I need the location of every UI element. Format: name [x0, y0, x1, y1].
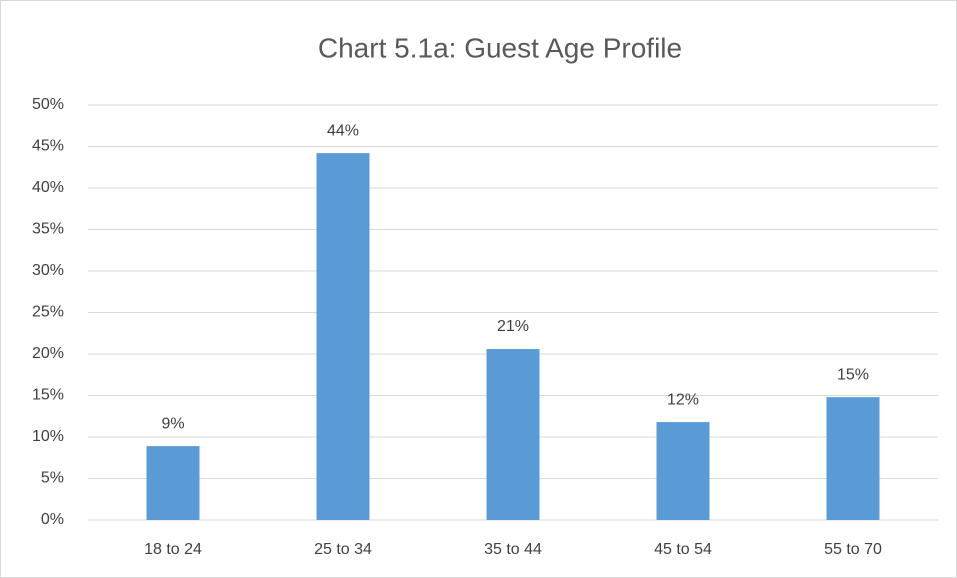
x-tick-label: 35 to 44	[484, 541, 542, 558]
y-tick-label: 10%	[32, 428, 64, 445]
y-tick-label: 45%	[32, 138, 64, 155]
bar	[656, 422, 710, 520]
x-tick-label: 55 to 70	[824, 541, 882, 558]
y-tick-label: 25%	[32, 304, 64, 321]
y-tick-label: 0%	[41, 511, 64, 528]
bar	[486, 349, 540, 520]
bar	[316, 153, 370, 520]
data-label: 9%	[161, 415, 184, 432]
bar	[146, 446, 200, 520]
y-tick-label: 30%	[32, 262, 64, 279]
x-tick-label: 45 to 54	[654, 541, 712, 558]
data-label: 12%	[667, 391, 699, 408]
x-tick-label: 18 to 24	[144, 541, 202, 558]
data-label: 44%	[327, 122, 359, 139]
y-tick-label: 35%	[32, 221, 64, 238]
y-tick-label: 20%	[32, 345, 64, 362]
x-tick-label: 25 to 34	[314, 541, 372, 558]
y-tick-label: 15%	[32, 387, 64, 404]
y-tick-label: 40%	[32, 179, 64, 196]
chart-title: Chart 5.1a: Guest Age Profile	[318, 32, 682, 63]
data-label: 15%	[837, 366, 869, 383]
y-tick-label: 50%	[32, 96, 64, 113]
bar	[826, 397, 880, 520]
y-tick-label: 5%	[41, 470, 64, 487]
data-label: 21%	[497, 318, 529, 335]
